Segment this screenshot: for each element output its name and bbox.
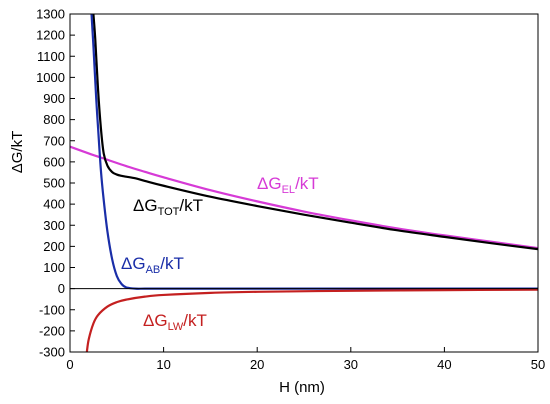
series-ab-line	[90, 14, 538, 290]
series-el-line	[70, 145, 538, 250]
y-tick-label: 500	[43, 176, 65, 191]
y-tick-label: 600	[43, 154, 65, 169]
y-tick-label: 100	[43, 260, 65, 275]
y-tick-label: 1100	[37, 49, 65, 64]
x-tick-label: 10	[156, 357, 170, 372]
series-label-lw: ΔGLW/kT	[143, 311, 207, 333]
series-label-el: ΔGEL/kT	[257, 174, 319, 196]
y-tick-label: -200	[39, 323, 65, 338]
y-tick-label: 700	[43, 133, 65, 148]
series-layer	[70, 14, 538, 352]
series-lw-line	[85, 288, 538, 352]
y-tick-label: 800	[43, 112, 65, 127]
x-tick-label: 0	[66, 357, 73, 372]
y-ticks: -300 -200 -100 0 100 200 300 400 500 600 700 800 900…	[36, 7, 75, 360]
x-ticks: 0 10 20 30 40 50	[66, 347, 545, 372]
y-tick-label: 400	[43, 197, 65, 212]
y-tick-label: 300	[43, 218, 65, 233]
series-tot-line	[92, 14, 538, 251]
x-axis-title: H (nm)	[279, 379, 325, 396]
series-labels: ΔGEL/kT ΔGTOT/kT ΔGAB/kT ΔGLW/kT	[121, 174, 319, 333]
y-tick-label: 900	[43, 91, 65, 106]
y-tick-label: 1300	[36, 7, 65, 22]
y-tick-label: -100	[39, 302, 65, 317]
x-tick-label: 30	[344, 357, 358, 372]
series-label-tot: ΔGTOT/kT	[133, 196, 203, 218]
y-tick-label: -300	[39, 345, 65, 360]
y-axis-title: ΔG/kT	[9, 131, 26, 174]
series-label-ab: ΔGAB/kT	[121, 254, 184, 276]
x-tick-label: 50	[531, 357, 545, 372]
y-tick-label: 1200	[36, 28, 65, 43]
x-tick-label: 40	[437, 357, 451, 372]
y-tick-label: 0	[58, 281, 65, 296]
y-tick-label: 200	[43, 239, 65, 254]
y-tick-label: 1000	[36, 70, 65, 85]
x-tick-label: 20	[250, 357, 264, 372]
